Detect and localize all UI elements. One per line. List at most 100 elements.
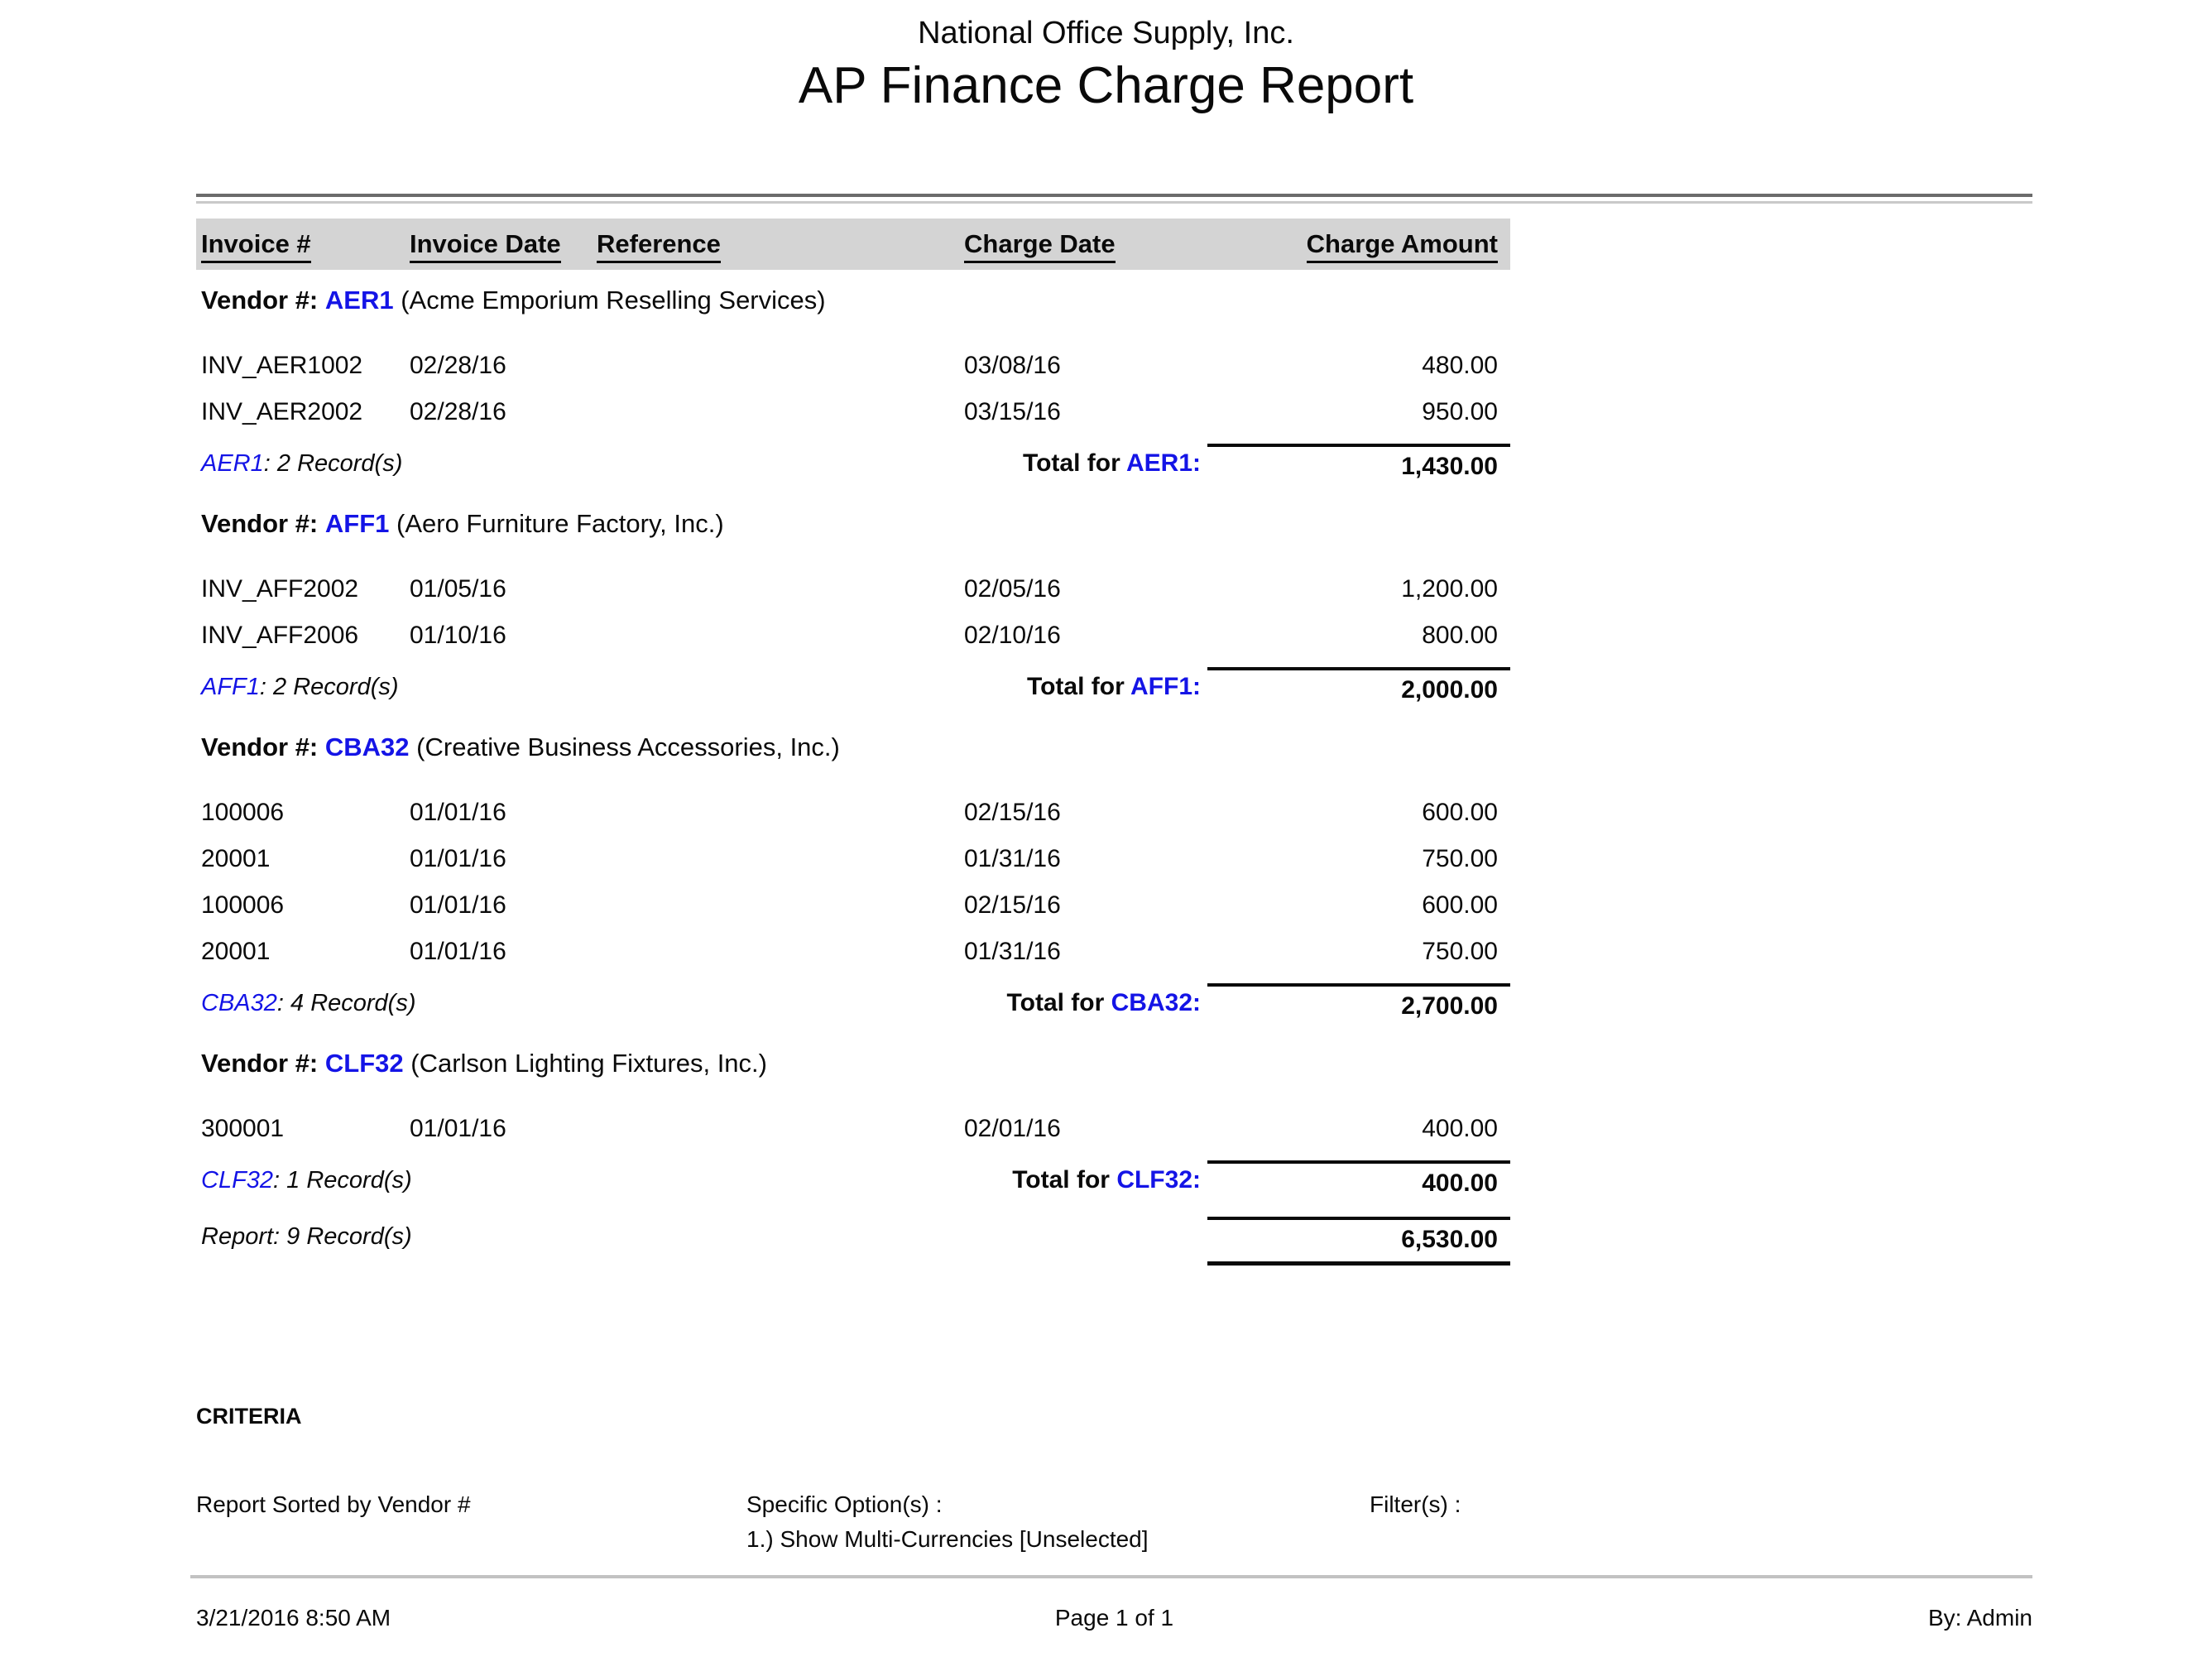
charge-amount-cell: 750.00	[1422, 938, 1498, 965]
vendor-heading: Vendor #: AFF1 (Aero Furniture Factory, …	[201, 508, 2032, 540]
vendor-label: Vendor #:	[201, 509, 319, 538]
col-header-invoice-number: Invoice #	[196, 229, 405, 263]
vendor-code-italic[interactable]: CBA32	[201, 990, 277, 1016]
invoice-date-cell: 02/28/16	[410, 352, 506, 379]
invoice-number-cell: 20001	[201, 845, 271, 872]
invoice-date-cell: 01/01/16	[410, 799, 506, 826]
total-vendor-code[interactable]: AFF1:	[1130, 673, 1201, 700]
group-total-amount: 2,700.00	[1207, 983, 1510, 1020]
invoice-rows: 300001 01/01/16 02/01/16 400.00	[196, 1116, 2032, 1142]
vendor-code-italic[interactable]: CLF32	[201, 1167, 274, 1194]
invoice-rows: 100006 01/01/16 02/15/16 600.00 20001 01…	[196, 800, 2032, 965]
report-body: Invoice # Invoice Date Reference Charge …	[196, 194, 2032, 1557]
total-vendor-code[interactable]: AER1:	[1125, 449, 1201, 477]
charge-date-cell: 03/15/16	[964, 398, 1061, 425]
charge-amount-cell: 600.00	[1422, 799, 1498, 826]
invoice-number-cell: 100006	[201, 799, 285, 826]
group-total-amount: 2,000.00	[1207, 667, 1510, 704]
vendor-name: (Carlson Lighting Fixtures, Inc.)	[410, 1049, 767, 1078]
report-records-text: 9 Record(s)	[286, 1223, 412, 1250]
invoice-number-cell: INV_AFF2002	[201, 575, 359, 603]
charge-amount-cell: 480.00	[1422, 352, 1498, 379]
col-header-reference: Reference	[592, 229, 959, 263]
invoice-number-cell: 300001	[201, 1115, 285, 1142]
specific-options-list: 1.) Show Multi-Currencies [Unselected]	[746, 1522, 1370, 1557]
invoice-rows: INV_AER1002 02/28/16 03/08/16 480.00 INV…	[196, 353, 2032, 425]
group-record-count: AER1: 2 Record(s)	[196, 444, 693, 480]
reference-cell	[592, 576, 959, 603]
vendor-code-italic[interactable]: AER1	[201, 450, 264, 477]
invoice-date-cell: 01/10/16	[410, 622, 506, 649]
vendor-name: (Aero Furniture Factory, Inc.)	[396, 509, 724, 538]
group-total-row: AFF1: 2 Record(s) Total for AFF1: 2,000.…	[196, 667, 1510, 704]
vendor-code-link[interactable]: CBA32	[324, 732, 410, 761]
criteria-sorted-by: Report Sorted by Vendor #	[196, 1491, 471, 1517]
vendor-name: (Acme Emporium Reselling Services)	[401, 286, 826, 315]
vendor-heading: Vendor #: CLF32 (Carlson Lighting Fixtur…	[201, 1048, 2032, 1079]
charge-amount-cell: 950.00	[1422, 398, 1498, 425]
charge-date-cell: 02/05/16	[964, 575, 1061, 603]
group-record-count: CBA32: 4 Record(s)	[196, 983, 693, 1020]
criteria-section: Report Sorted by Vendor # Specific Optio…	[196, 1487, 2032, 1557]
vendor-code-link[interactable]: CLF32	[324, 1049, 404, 1078]
reference-cell	[592, 892, 959, 919]
charge-date-cell: 01/31/16	[964, 938, 1061, 965]
vendor-code-link[interactable]: AFF1	[324, 509, 390, 538]
reference-cell	[592, 1116, 959, 1142]
invoice-date-cell: 02/28/16	[410, 398, 506, 425]
record-count-text: : 2 Record(s)	[263, 450, 403, 477]
report-summary-row: Report: 9 Record(s) 6,530.00	[196, 1217, 1510, 1253]
group-record-count: AFF1: 2 Record(s)	[196, 667, 693, 704]
vendor-heading: Vendor #: CBA32 (Creative Business Acces…	[201, 732, 2032, 763]
vendor-group: Vendor #: CLF32 (Carlson Lighting Fixtur…	[196, 1048, 2032, 1197]
record-count-text: : 2 Record(s)	[259, 674, 399, 700]
group-total-amount: 1,430.00	[1207, 444, 1510, 480]
group-total-row: CLF32: 1 Record(s) Total for CLF32: 400.…	[196, 1160, 1510, 1197]
footer-page-number: Page 1 of 1	[1054, 1605, 1174, 1631]
vendor-code-link[interactable]: AER1	[324, 286, 394, 315]
specific-option-item: 1.) Show Multi-Currencies [Unselected]	[746, 1526, 1149, 1552]
reference-cell	[592, 353, 959, 379]
vendor-code-italic[interactable]: AFF1	[201, 674, 260, 700]
table-header-bar: Invoice # Invoice Date Reference Charge …	[196, 219, 1510, 270]
groups: Vendor #: AER1 (Acme Emporium Reselling …	[196, 285, 2032, 1197]
charge-date-cell: 01/31/16	[964, 845, 1061, 872]
invoice-number-cell: 20001	[201, 938, 271, 965]
record-count-text: : 1 Record(s)	[273, 1167, 412, 1194]
total-for-text: Total for	[1012, 1166, 1110, 1194]
record-count-text: : 4 Record(s)	[276, 990, 416, 1016]
group-total-row: AER1: 2 Record(s) Total for AER1: 1,430.…	[196, 444, 1510, 480]
charge-date-cell: 02/15/16	[964, 891, 1061, 919]
total-for-text: Total for	[1006, 989, 1105, 1016]
reference-cell	[592, 846, 959, 872]
group-total-row: CBA32: 4 Record(s) Total for CBA32: 2,70…	[196, 983, 1510, 1020]
invoice-date-cell: 01/01/16	[410, 891, 506, 919]
total-for-text: Total for	[1027, 673, 1125, 700]
vendor-group: Vendor #: AFF1 (Aero Furniture Factory, …	[196, 508, 2032, 704]
invoice-rows: INV_AFF2002 01/05/16 02/05/16 1,200.00 I…	[196, 576, 2032, 649]
group-total-label: Total for AFF1:	[693, 667, 1207, 704]
charge-date-cell: 03/08/16	[964, 352, 1061, 379]
invoice-row: 20001 01/01/16 01/31/16 750.00	[196, 939, 1510, 965]
col-header-charge-amount: Charge Amount	[1207, 229, 1498, 263]
criteria-filters-label: Filter(s) :	[1370, 1491, 1461, 1517]
report-label: Report:	[201, 1223, 281, 1250]
company-name: National Office Supply, Inc.	[918, 16, 1294, 50]
invoice-number-cell: INV_AER2002	[201, 398, 363, 425]
footer-datetime: 3/21/2016 8:50 AM	[196, 1605, 391, 1631]
total-for-text: Total for	[1022, 449, 1120, 477]
invoice-row: 100006 01/01/16 02/15/16 600.00	[196, 800, 1510, 826]
charge-amount-cell: 750.00	[1422, 845, 1498, 872]
invoice-date-cell: 01/01/16	[410, 938, 506, 965]
total-vendor-code[interactable]: CLF32:	[1116, 1166, 1201, 1194]
col-header-invoice-date: Invoice Date	[405, 229, 592, 263]
total-vendor-code[interactable]: CBA32:	[1111, 989, 1201, 1016]
page-footer: 3/21/2016 8:50 AM Page 1 of 1 By: Admin	[196, 1604, 2032, 1632]
reference-cell	[592, 622, 959, 649]
invoice-number-cell: 100006	[201, 891, 285, 919]
group-total-label: Total for CLF32:	[693, 1160, 1207, 1197]
invoice-number-cell: INV_AFF2006	[201, 622, 359, 649]
invoice-row: 100006 01/01/16 02/15/16 600.00	[196, 892, 1510, 919]
reference-cell	[592, 399, 959, 425]
